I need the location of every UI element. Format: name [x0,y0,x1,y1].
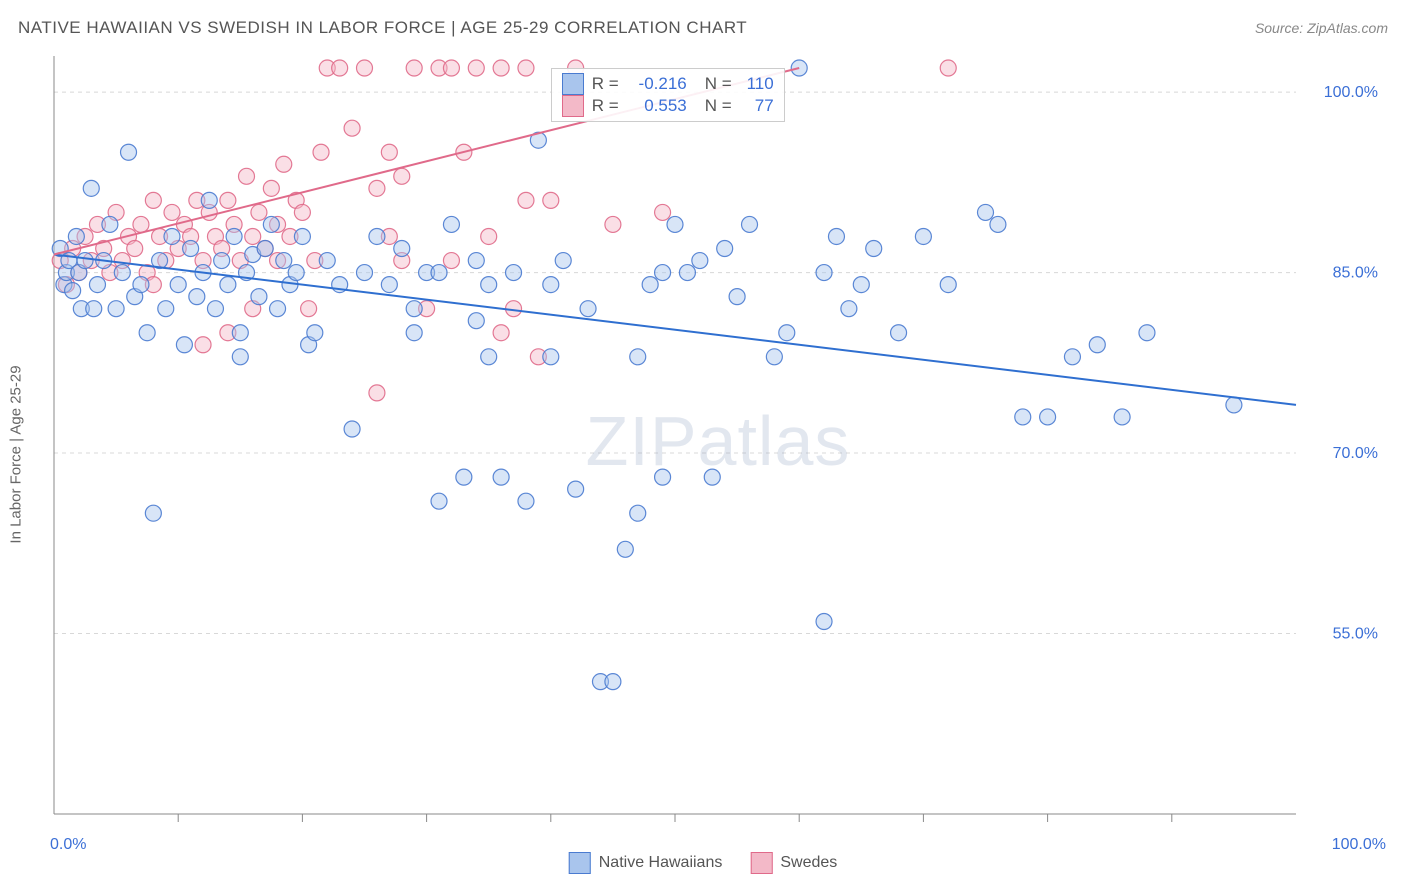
svg-text:100.0%: 100.0% [1324,84,1378,101]
chart-title: NATIVE HAWAIIAN VS SWEDISH IN LABOR FORC… [18,18,747,38]
stats-r-value: -0.216 [627,74,687,94]
legend-label-hawaiians: Native Hawaiians [599,854,723,872]
chart-source: Source: ZipAtlas.com [1255,20,1388,36]
stats-n-value: 77 [740,96,774,116]
y-axis-label: In Labor Force | Age 25-29 [8,365,25,543]
stats-n-label: N = [705,96,732,116]
stats-r-label: R = [592,96,619,116]
svg-text:85.0%: 85.0% [1333,265,1378,282]
correlation-stats-box: R = -0.216 N = 110 R = 0.553 N = 77 [551,68,785,122]
legend-item-hawaiians: Native Hawaiians [569,852,723,874]
chart-plot-area: 55.0%70.0%85.0%100.0% ZIPatlas R =-0.216… [50,50,1386,832]
stats-row: R = 0.553 N = 77 [562,95,774,117]
stats-n-label: N = [705,74,732,94]
legend-label-swedes: Swedes [780,854,837,872]
stats-row: R = -0.216 N = 110 [562,73,774,95]
svg-text:70.0%: 70.0% [1333,445,1378,462]
legend-item-swedes: Swedes [750,852,837,874]
x-tick-max: 100.0% [1332,836,1386,854]
stats-swatch [562,73,584,95]
chart-svg: 55.0% 70.0% 85.0% 100.0% [50,50,1386,832]
legend: Native Hawaiians Swedes [569,852,838,874]
stats-r-label: R = [592,74,619,94]
legend-swatch-hawaiians [569,852,591,874]
legend-swatch-swedes [750,852,772,874]
x-tick-min: 0.0% [50,836,86,854]
svg-text:55.0%: 55.0% [1333,626,1378,643]
stats-r-value: 0.553 [627,96,687,116]
stats-n-value: 110 [740,74,774,94]
chart-header: NATIVE HAWAIIAN VS SWEDISH IN LABOR FORC… [18,18,1388,38]
stats-swatch [562,95,584,117]
